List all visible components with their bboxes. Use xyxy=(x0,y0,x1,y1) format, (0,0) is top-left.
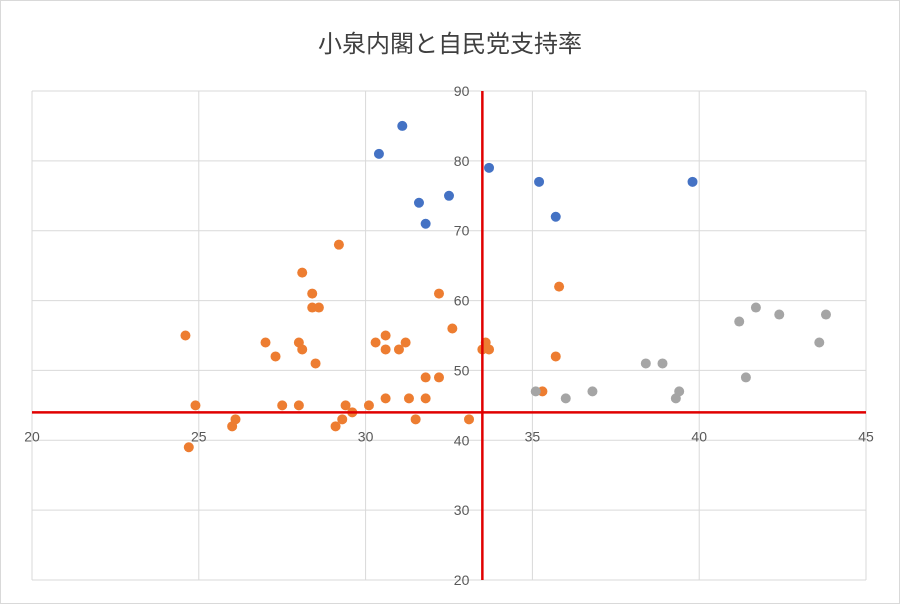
series-2-point xyxy=(410,414,421,425)
y-tick-label: 20 xyxy=(454,572,470,588)
y-tick-label: 50 xyxy=(454,362,470,378)
series-1-point xyxy=(534,176,545,187)
series-1-point xyxy=(397,120,408,131)
series-2-point xyxy=(180,330,191,341)
series-2-point xyxy=(484,344,495,355)
series-2-point xyxy=(330,421,341,432)
series-3-point xyxy=(674,386,685,397)
series-1-point xyxy=(550,211,561,222)
series-3-point xyxy=(657,358,668,369)
series-2-point xyxy=(420,393,431,404)
series-1-point xyxy=(420,218,431,229)
x-tick-label: 45 xyxy=(858,428,874,444)
series-2-point xyxy=(550,351,561,362)
series-3-point xyxy=(640,358,651,369)
series-2-point xyxy=(380,393,391,404)
series-1-point xyxy=(484,162,495,173)
y-tick-label: 70 xyxy=(454,223,470,239)
reference-lines xyxy=(32,91,866,580)
series-2-point xyxy=(403,393,414,404)
x-tick-label: 40 xyxy=(691,428,707,444)
series-3-point xyxy=(587,386,598,397)
series-2-point xyxy=(307,288,318,299)
series-2-point xyxy=(297,267,308,278)
series-1-point xyxy=(687,176,698,187)
y-tick-label: 40 xyxy=(454,432,470,448)
series-2-point xyxy=(297,344,308,355)
series-2-point xyxy=(464,414,475,425)
chart-title: 小泉内閣と自民党支持率 xyxy=(318,30,582,58)
series-2-point xyxy=(293,400,304,411)
series-2-point xyxy=(400,337,411,348)
y-tick-label: 30 xyxy=(454,502,470,518)
series-2-point xyxy=(554,281,565,292)
series-2-point xyxy=(380,330,391,341)
series-2-point xyxy=(363,400,374,411)
series-3-point xyxy=(814,337,825,348)
series-2-point xyxy=(447,323,458,334)
y-tick-label: 60 xyxy=(454,293,470,309)
series-3-point xyxy=(740,372,751,383)
data-points xyxy=(180,120,831,453)
tick-labels: 20 25 30 35 40 45 20 30 40 50 60 70 80 90 xyxy=(24,83,874,588)
series-2-point xyxy=(230,414,241,425)
series-2-point xyxy=(313,302,324,313)
series-2-point xyxy=(433,288,444,299)
x-tick-label: 30 xyxy=(358,428,374,444)
series-2-point xyxy=(310,358,321,369)
series-2-point xyxy=(337,414,348,425)
series-2-point xyxy=(340,400,351,411)
series-2-point xyxy=(190,400,201,411)
series-1-point xyxy=(444,190,454,201)
series-2-point xyxy=(433,372,444,383)
series-3-point xyxy=(774,309,785,320)
x-tick-label: 20 xyxy=(24,428,40,444)
series-3-point xyxy=(750,302,761,313)
series-3-point xyxy=(560,393,571,404)
series-1-point xyxy=(373,148,384,159)
series-1-point xyxy=(413,197,424,208)
series-2-point xyxy=(277,400,288,411)
series-2-point xyxy=(420,372,431,383)
series-3-point xyxy=(530,386,541,397)
series-2-point xyxy=(370,337,381,348)
series-2-point xyxy=(393,344,404,355)
y-tick-label: 80 xyxy=(454,153,470,169)
series-2-point xyxy=(380,344,391,355)
gridlines xyxy=(31,90,867,581)
y-tick-label: 90 xyxy=(454,83,470,99)
series-2-point xyxy=(333,239,344,250)
series-2-point xyxy=(270,351,281,362)
x-tick-label: 25 xyxy=(191,428,207,444)
series-2-point xyxy=(183,442,194,453)
series-3-point xyxy=(820,309,831,320)
series-3-point xyxy=(734,316,745,327)
x-tick-label: 35 xyxy=(525,428,541,444)
series-2-point xyxy=(260,337,271,348)
